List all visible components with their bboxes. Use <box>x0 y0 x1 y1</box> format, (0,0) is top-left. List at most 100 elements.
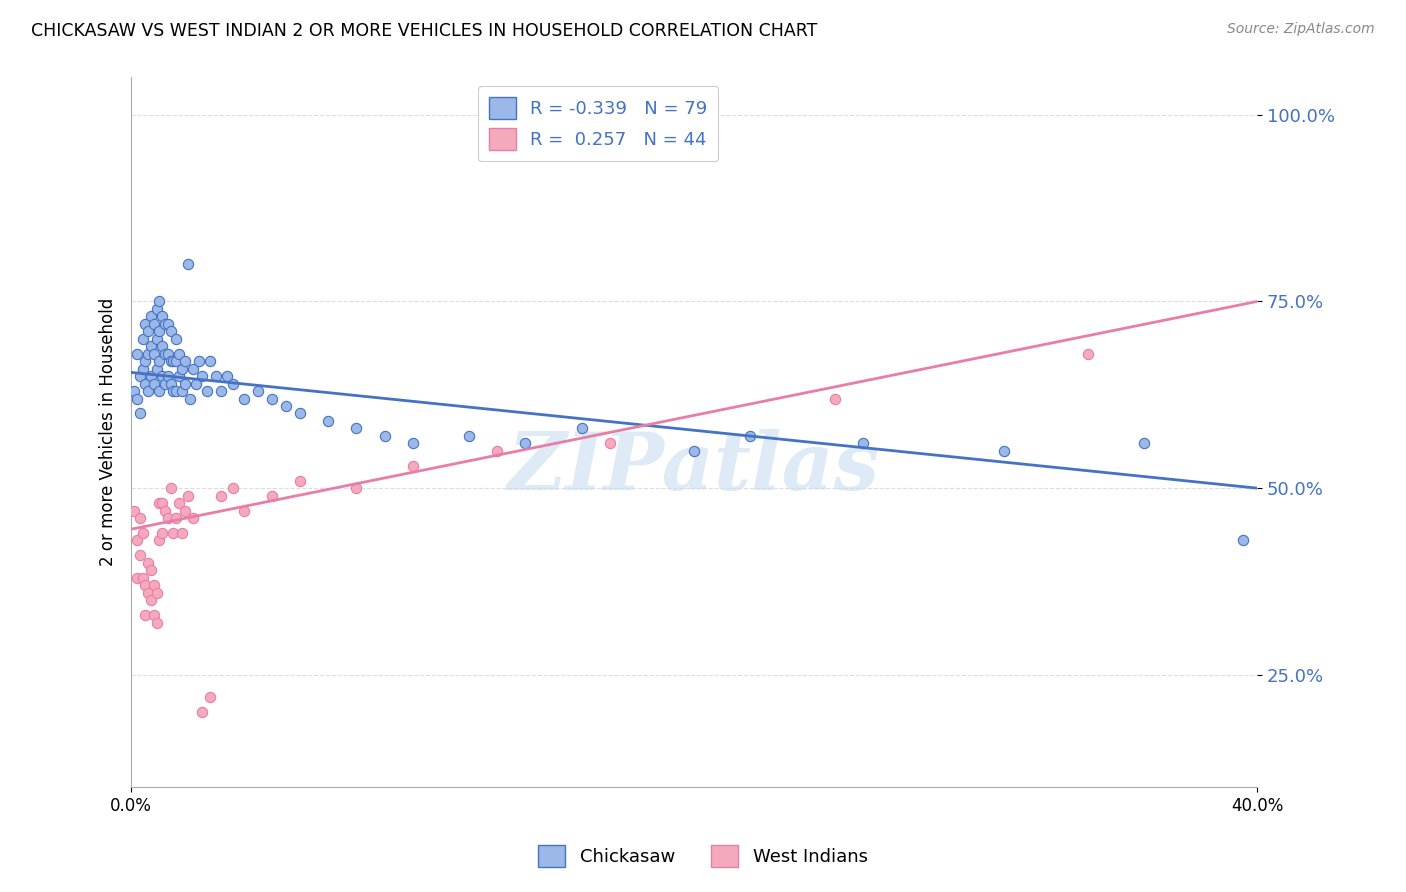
Point <box>136 585 159 599</box>
Point <box>128 407 150 421</box>
Point <box>159 324 181 338</box>
Point <box>148 294 170 309</box>
Point <box>136 384 159 398</box>
Point <box>150 525 173 540</box>
Point <box>221 376 243 391</box>
Point <box>150 339 173 353</box>
Point <box>148 384 170 398</box>
Point <box>402 436 425 450</box>
Point <box>165 354 187 368</box>
Point <box>145 301 167 316</box>
Point <box>139 593 162 607</box>
Point <box>128 511 150 525</box>
Point <box>145 332 167 346</box>
Point <box>1077 347 1099 361</box>
Point <box>136 324 159 338</box>
Point <box>458 429 481 443</box>
Point <box>162 384 184 398</box>
Legend: Chickasaw, West Indians: Chickasaw, West Indians <box>531 838 875 874</box>
Point <box>599 436 621 450</box>
Point <box>122 384 145 398</box>
Point <box>150 496 173 510</box>
Point <box>148 533 170 548</box>
Point <box>165 332 187 346</box>
Point <box>131 361 153 376</box>
Point <box>187 354 209 368</box>
Point <box>170 384 193 398</box>
Point <box>209 384 232 398</box>
Point <box>125 533 148 548</box>
Point <box>122 503 145 517</box>
Text: ZIPatlas: ZIPatlas <box>508 429 880 507</box>
Legend: R = -0.339   N = 79, R =  0.257   N = 44: R = -0.339 N = 79, R = 0.257 N = 44 <box>478 87 718 161</box>
Point <box>136 556 159 570</box>
Point <box>139 369 162 384</box>
Point <box>136 347 159 361</box>
Point <box>131 332 153 346</box>
Point <box>184 376 207 391</box>
Point <box>198 354 221 368</box>
Point <box>125 571 148 585</box>
Point <box>142 608 165 623</box>
Point <box>165 511 187 525</box>
Point <box>179 392 201 406</box>
Point <box>148 496 170 510</box>
Point <box>128 549 150 563</box>
Point <box>134 354 156 368</box>
Point <box>173 354 195 368</box>
Point <box>402 458 425 473</box>
Point <box>374 429 396 443</box>
Point <box>156 347 179 361</box>
Point <box>170 525 193 540</box>
Point <box>173 376 195 391</box>
Point <box>852 436 875 450</box>
Point <box>128 369 150 384</box>
Point <box>125 392 148 406</box>
Point <box>125 347 148 361</box>
Point <box>274 399 297 413</box>
Point <box>145 615 167 630</box>
Point <box>209 489 232 503</box>
Point <box>288 407 311 421</box>
Point <box>571 421 593 435</box>
Point <box>162 354 184 368</box>
Point <box>167 347 190 361</box>
Point <box>232 392 254 406</box>
Point <box>683 443 706 458</box>
Point <box>153 376 176 391</box>
Point <box>824 392 846 406</box>
Point <box>260 392 283 406</box>
Point <box>288 474 311 488</box>
Point <box>142 578 165 592</box>
Point <box>145 585 167 599</box>
Point <box>134 376 156 391</box>
Point <box>139 339 162 353</box>
Point <box>260 489 283 503</box>
Point <box>167 496 190 510</box>
Point <box>148 324 170 338</box>
Point <box>740 429 762 443</box>
Point <box>142 376 165 391</box>
Point <box>486 443 509 458</box>
Point <box>246 384 269 398</box>
Point <box>198 690 221 705</box>
Point <box>159 376 181 391</box>
Point <box>142 317 165 331</box>
Point <box>159 481 181 495</box>
Point <box>993 443 1015 458</box>
Point <box>134 578 156 592</box>
Point <box>153 347 176 361</box>
Point <box>153 503 176 517</box>
Point <box>181 511 204 525</box>
Point <box>139 310 162 324</box>
Point <box>515 436 537 450</box>
Point <box>159 354 181 368</box>
Point <box>1232 533 1254 548</box>
Point <box>134 608 156 623</box>
Point <box>316 414 339 428</box>
Point <box>232 503 254 517</box>
Point <box>145 361 167 376</box>
Point <box>344 481 367 495</box>
Point <box>204 369 226 384</box>
Point <box>1133 436 1156 450</box>
